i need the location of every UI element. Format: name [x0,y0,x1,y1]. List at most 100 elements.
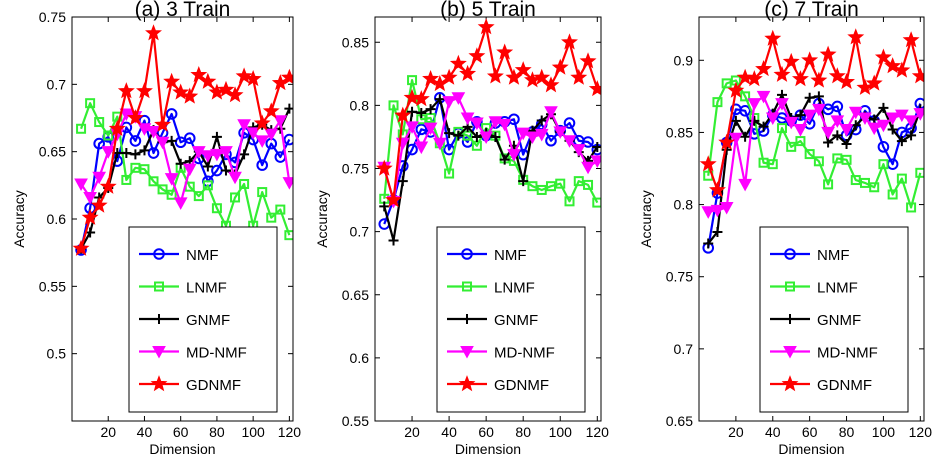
data-point-gdnmf [412,90,430,107]
data-point-gdnmf [199,72,217,89]
data-point-gdnmf [90,196,108,213]
data-point-md-nmf [497,118,512,132]
data-point-gdnmf [117,82,135,99]
data-point-md-nmf [904,115,918,128]
data-point-lnmf [239,178,250,189]
y-tick-label: 0.7 [674,341,694,357]
data-point-lnmf [832,153,843,164]
legend-marker-gdnmf [781,375,799,392]
data-point-gnmf [703,238,714,249]
data-point-gdnmf [235,67,253,84]
data-point-gnmf [906,130,917,141]
x-tick-label: 20 [728,424,744,440]
chart-panel-3: (c) 7 Train 20 40 60 80 100 120 0.65 0.7 0.75 0.8 0… [638,0,932,457]
data-point-gnmf [518,176,529,187]
data-point-gnmf [379,201,390,212]
data-point-gdnmf [579,52,597,69]
data-point-gdnmf [911,67,924,84]
data-point-gdnmf [262,102,280,119]
x-tick-label: 60 [802,424,818,440]
data-point-md-nmf [470,117,484,131]
data-point-md-nmf [729,132,743,146]
data-point-md-nmf [264,128,279,142]
data-point-md-nmf [228,171,242,185]
data-point-md-nmf [581,161,595,175]
y-tick-label: 0.75 [39,9,66,25]
data-point-gnmf [740,131,751,142]
data-point-lnmf [841,154,852,165]
data-point-lnmf [555,178,566,189]
data-point-lnmf [813,156,824,167]
data-point-gnmf [130,149,141,160]
legend-marker-nmf [153,248,165,260]
data-point-gdnmf [782,52,800,69]
data-point-gnmf [220,165,231,176]
y-tick-label: 0.85 [342,34,369,50]
data-point-gdnmf [81,208,99,225]
data-point-nmf [545,134,557,147]
legend-marker-nmf [784,248,796,260]
data-point-gnmf [121,148,132,159]
legend-label-gnmf: GNMF [494,312,538,329]
legend-marker-lnmf [154,281,164,292]
data-point-md-nmf [525,131,540,144]
data-point-nmf [183,132,196,144]
data-point-lnmf [859,177,870,188]
data-point-md-nmf [544,106,558,119]
data-point-nmf [256,159,269,171]
data-point-gnmf [444,128,455,139]
data-point-gdnmf [819,45,837,62]
data-point-lnmf [721,78,732,89]
x-tick-label: 60 [478,424,494,440]
data-point-gdnmf [588,80,601,97]
data-point-nmf [174,136,187,149]
data-point-gdnmf [551,58,569,75]
data-point-gdnmf [902,31,920,48]
y-tick-label: 0.6 [47,211,67,227]
data-point-gnmf [878,102,889,113]
data-point-lnmf [166,189,177,200]
data-point-md-nmf [885,112,900,126]
data-point-gdnmf [727,81,745,98]
data-point-lnmf [266,212,277,223]
data-point-lnmf [527,181,538,192]
data-point-lnmf [202,180,213,191]
data-point-gnmf [202,161,213,172]
data-point-gnmf [388,235,399,246]
data-point-gdnmf [477,18,495,35]
data-point-lnmf [121,174,132,185]
data-point-gdnmf [736,68,754,85]
legend-label-md-nmf: MD-NMF [186,345,247,362]
data-point-nmf [283,133,293,146]
data-point-gdnmf [468,47,486,64]
data-point-md-nmf [442,96,456,109]
data-point-md-nmf [164,173,179,186]
data-point-md-nmf [765,112,780,126]
data-point-gnmf [758,121,769,132]
data-point-gnmf [813,91,824,102]
x-tick-label: 100 [549,424,573,440]
data-point-md-nmf [273,115,288,128]
data-point-gnmf [471,131,482,142]
data-point-gdnmf [561,33,578,50]
data-point-md-nmf [738,178,752,192]
data-point-gdnmf [865,74,883,91]
legend-marker-md-nmf [783,346,797,359]
data-point-md-nmf [414,141,429,155]
x-tick-label: 20 [100,424,116,440]
data-point-lnmf [284,230,293,241]
data-point-gdnmf [108,119,126,136]
legend-label-md-nmf: MD-NMF [494,345,555,362]
data-point-gdnmf [440,68,458,85]
data-point-gnmf [425,104,436,115]
data-point-md-nmf [155,136,170,150]
data-point-gdnmf [394,106,412,123]
data-point-lnmf [804,149,815,160]
data-point-gdnmf [172,83,190,100]
data-point-gnmf [453,130,464,141]
data-point-md-nmf [534,128,549,142]
data-point-gdnmf [99,177,117,194]
legend-marker-gnmf [154,314,164,324]
data-point-nmf [147,147,160,159]
